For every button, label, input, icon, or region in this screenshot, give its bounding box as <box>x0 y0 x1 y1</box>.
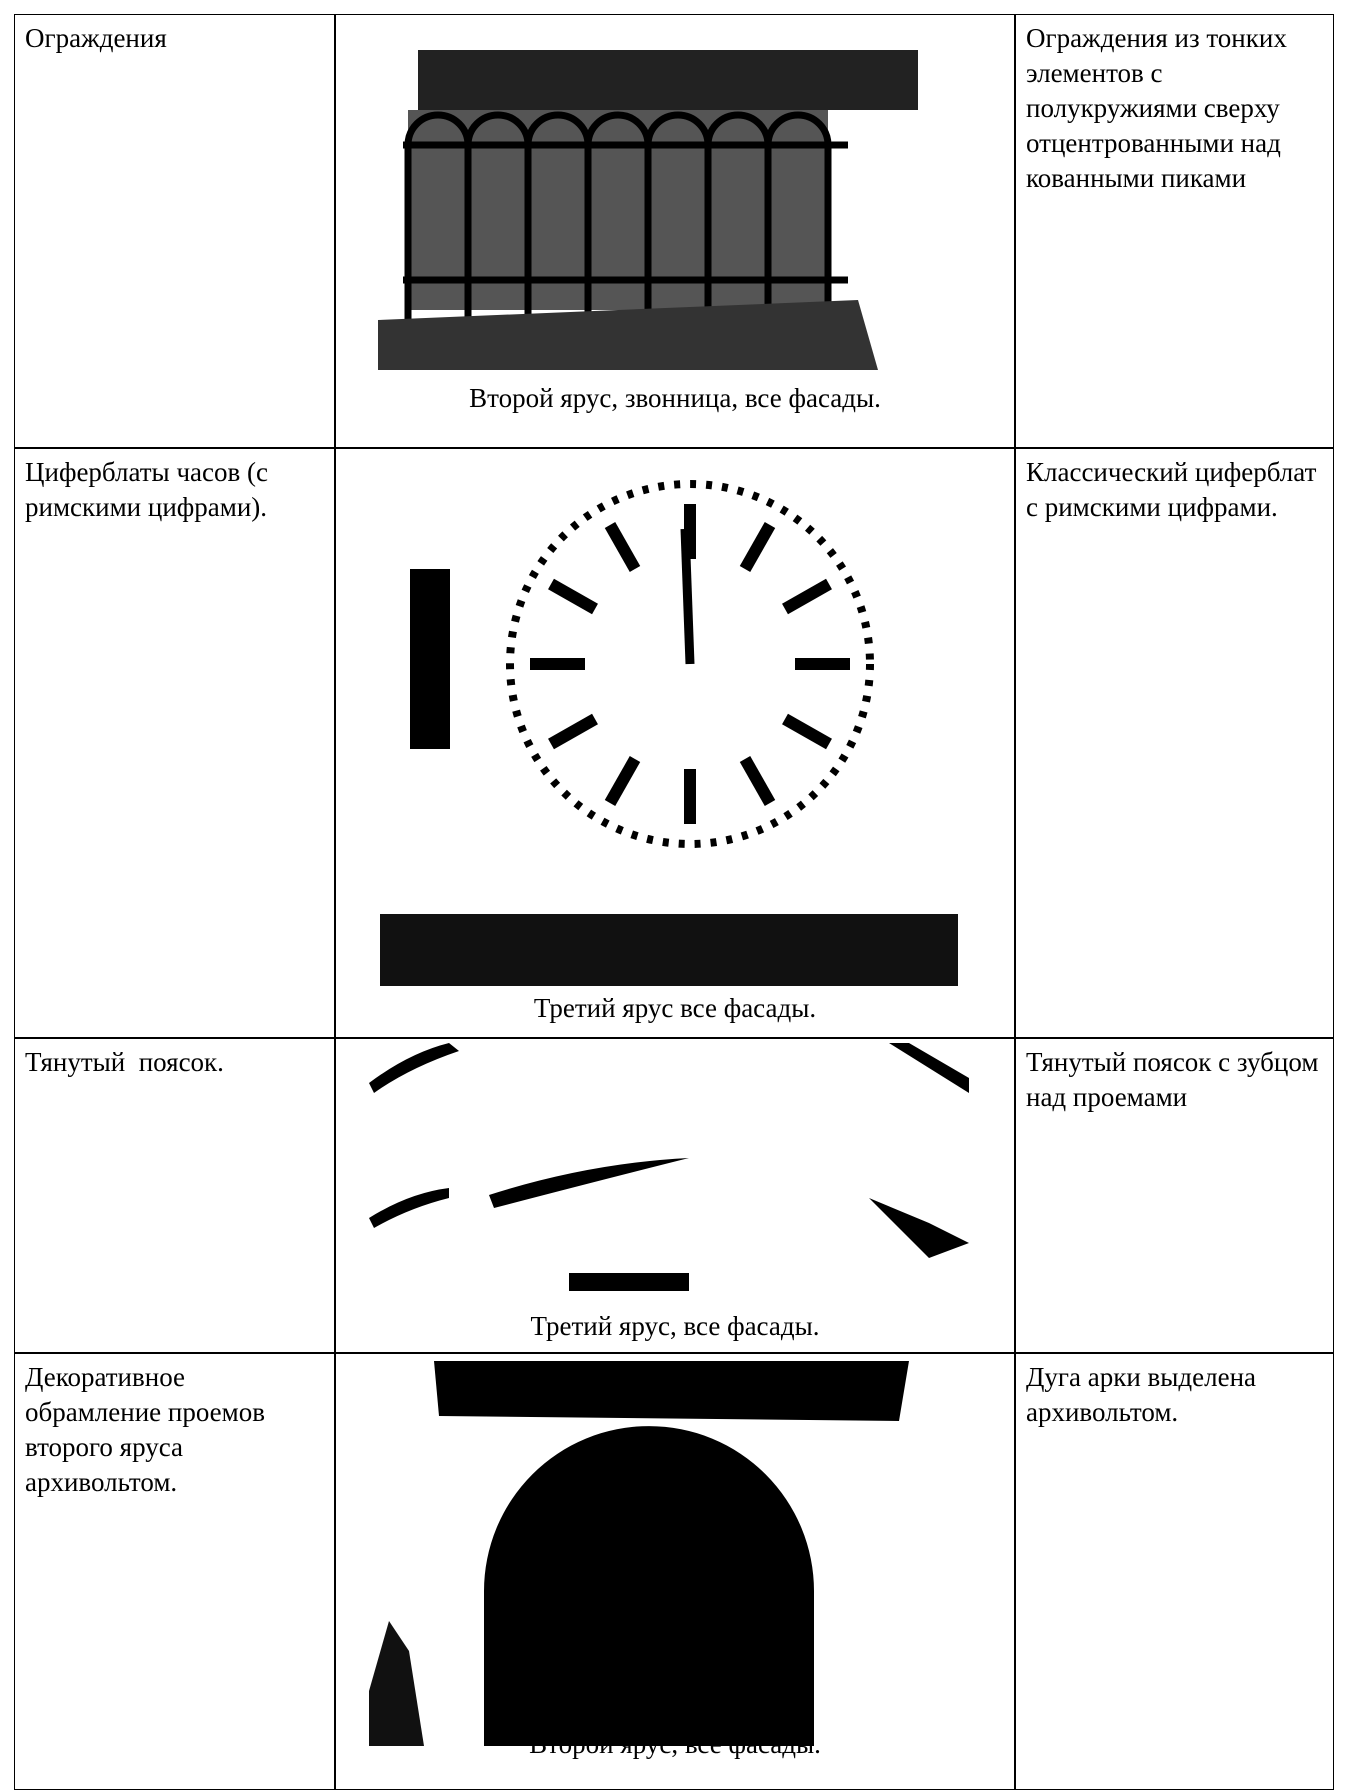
image-cell <box>335 1038 1015 1353</box>
image-cell <box>335 14 1015 448</box>
element-cell: Тянутый поясок. <box>14 1038 335 1353</box>
cornice-photo <box>369 1043 969 1291</box>
element-cell: Ограждения <box>14 14 335 448</box>
clock-photo <box>380 480 958 986</box>
image-cell <box>335 448 1015 1038</box>
image-caption: Третий ярус все фасады. <box>533 993 817 1023</box>
element-cell: Циферблаты часов (с римскими цифрами). <box>14 448 335 1038</box>
arch-photo <box>369 1361 909 1746</box>
image-caption: Третий ярус, все фасады. <box>530 1311 820 1341</box>
description-cell: Дуга арки выделена архивольтом. <box>1015 1353 1334 1790</box>
image-caption: Второй ярус, звонница, все фасады. <box>469 383 881 413</box>
description-cell: Классический циферблат с римскими цифрам… <box>1015 448 1334 1038</box>
fence-photo <box>378 50 918 370</box>
description-cell: Тянутый поясок с зубцом над проемами <box>1015 1038 1334 1353</box>
element-cell: Декоративное обрамление проемов второго … <box>14 1353 335 1790</box>
description-cell: Ограждения из тонких элементов с полукру… <box>1015 14 1334 448</box>
